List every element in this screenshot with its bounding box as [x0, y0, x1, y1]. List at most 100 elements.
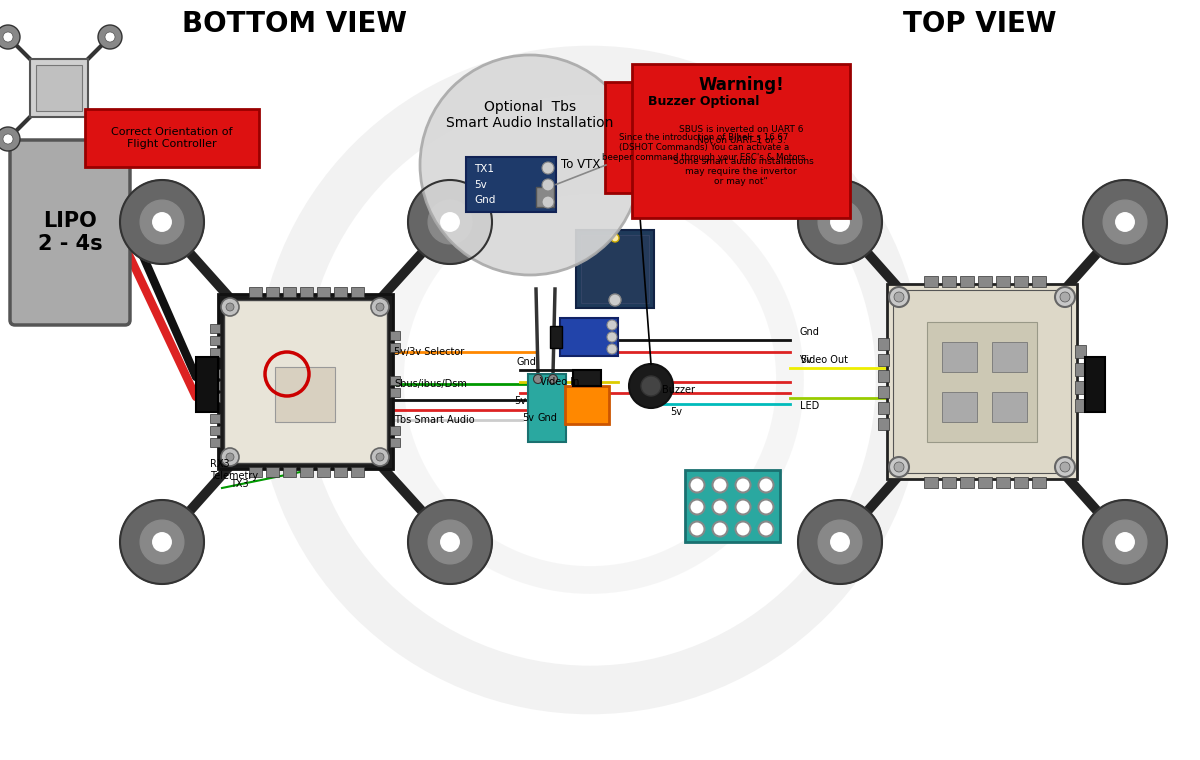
Bar: [550, 326, 562, 348]
Circle shape: [830, 213, 850, 231]
Circle shape: [120, 180, 204, 264]
Text: Optional  Tbs
Smart Audio Installation: Optional Tbs Smart Audio Installation: [446, 100, 613, 130]
Bar: [390, 388, 400, 397]
Text: Correct Orientation of
Flight Controller: Correct Orientation of Flight Controller: [112, 127, 233, 149]
Bar: [390, 438, 400, 447]
Circle shape: [1116, 213, 1134, 231]
Text: 5v: 5v: [514, 396, 526, 406]
Bar: [528, 374, 566, 442]
Bar: [390, 426, 400, 435]
Text: 5v: 5v: [522, 413, 534, 423]
Text: Gnd: Gnd: [800, 327, 820, 337]
Text: TX1: TX1: [474, 164, 494, 174]
Bar: [352, 287, 364, 297]
Text: Buzzer Optional: Buzzer Optional: [648, 94, 760, 107]
Bar: [317, 467, 330, 477]
Circle shape: [106, 134, 115, 144]
Circle shape: [420, 55, 640, 275]
Circle shape: [1103, 520, 1147, 564]
Text: 5v: 5v: [800, 355, 812, 365]
Bar: [1032, 276, 1046, 287]
Text: TX3: TX3: [230, 479, 248, 489]
Text: Gnd: Gnd: [474, 195, 496, 205]
Bar: [960, 477, 974, 488]
Bar: [210, 438, 220, 447]
Circle shape: [798, 180, 882, 264]
Bar: [266, 287, 278, 297]
Bar: [536, 187, 554, 207]
Bar: [992, 392, 1027, 422]
Circle shape: [376, 453, 384, 461]
Circle shape: [690, 521, 704, 537]
Bar: [996, 276, 1010, 287]
Bar: [283, 287, 296, 297]
Bar: [574, 370, 601, 386]
Text: Tbs Smart Audio: Tbs Smart Audio: [394, 415, 475, 425]
Circle shape: [408, 500, 492, 584]
Circle shape: [690, 477, 704, 492]
Bar: [878, 338, 889, 350]
Bar: [36, 65, 82, 111]
Circle shape: [889, 287, 910, 307]
Text: Buzzer: Buzzer: [662, 385, 695, 395]
Circle shape: [371, 298, 389, 316]
Circle shape: [798, 500, 882, 584]
Bar: [210, 348, 220, 357]
Circle shape: [1116, 533, 1134, 551]
Text: RX3
Telemetry: RX3 Telemetry: [210, 459, 258, 481]
Bar: [893, 290, 1072, 473]
Bar: [1075, 345, 1086, 358]
Bar: [210, 336, 220, 345]
Bar: [942, 477, 956, 488]
FancyBboxPatch shape: [632, 64, 850, 218]
Circle shape: [830, 533, 850, 551]
Bar: [942, 342, 977, 372]
Bar: [210, 393, 220, 402]
Bar: [924, 276, 938, 287]
Bar: [218, 294, 394, 469]
Bar: [390, 343, 400, 352]
Text: Warning!: Warning!: [698, 76, 784, 94]
Circle shape: [221, 298, 239, 316]
Bar: [960, 276, 974, 287]
Bar: [565, 386, 610, 424]
Text: Video In: Video In: [540, 377, 580, 387]
Circle shape: [818, 520, 862, 564]
Bar: [978, 276, 992, 287]
Bar: [210, 369, 220, 378]
Circle shape: [818, 200, 862, 244]
Circle shape: [0, 25, 20, 49]
Circle shape: [736, 521, 750, 537]
Text: SBUS is inverted on UART 6
Not on UART 1 or 3.

"Some smart audio installations
: SBUS is inverted on UART 6 Not on UART 1…: [668, 125, 814, 186]
Bar: [1014, 276, 1028, 287]
Bar: [250, 467, 262, 477]
Bar: [576, 230, 654, 308]
Circle shape: [1103, 200, 1147, 244]
Text: LIPO
2 - 4s: LIPO 2 - 4s: [37, 211, 102, 254]
Bar: [283, 467, 296, 477]
Circle shape: [607, 320, 617, 330]
Circle shape: [758, 477, 774, 492]
Bar: [466, 157, 556, 212]
Bar: [1075, 363, 1086, 376]
FancyBboxPatch shape: [10, 140, 130, 325]
Circle shape: [690, 499, 704, 515]
Text: Video Out: Video Out: [800, 355, 848, 365]
Bar: [224, 300, 386, 463]
Bar: [317, 287, 330, 297]
Circle shape: [736, 499, 750, 515]
Circle shape: [152, 213, 172, 231]
Circle shape: [1060, 462, 1070, 472]
FancyBboxPatch shape: [85, 109, 259, 167]
Circle shape: [440, 533, 460, 551]
Circle shape: [713, 499, 727, 515]
Text: TOP VIEW: TOP VIEW: [904, 10, 1057, 38]
Circle shape: [120, 500, 204, 584]
Text: Since the introduction of Blheli_s 16.67
(DSHOT Commands) You can activate a
bee: Since the introduction of Blheli_s 16.67…: [602, 132, 805, 163]
Circle shape: [1084, 180, 1166, 264]
Circle shape: [713, 521, 727, 537]
Bar: [878, 370, 889, 382]
Bar: [334, 287, 347, 297]
Bar: [924, 477, 938, 488]
Circle shape: [371, 448, 389, 466]
